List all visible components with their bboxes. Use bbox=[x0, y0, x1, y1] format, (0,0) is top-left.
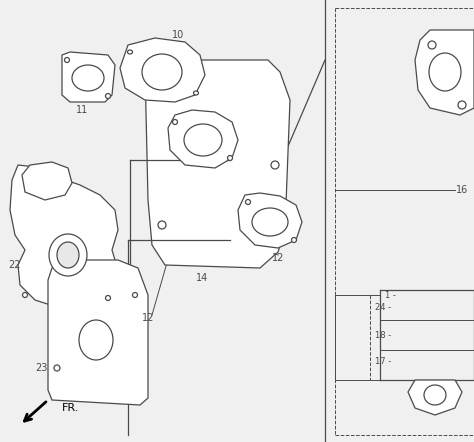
Ellipse shape bbox=[54, 365, 60, 371]
Ellipse shape bbox=[142, 54, 182, 90]
Polygon shape bbox=[10, 165, 118, 308]
Text: 18 -: 18 - bbox=[375, 331, 391, 339]
Polygon shape bbox=[168, 110, 238, 168]
Ellipse shape bbox=[79, 320, 113, 360]
Ellipse shape bbox=[158, 221, 166, 229]
Ellipse shape bbox=[184, 124, 222, 156]
Text: 10: 10 bbox=[172, 30, 184, 40]
Ellipse shape bbox=[106, 94, 110, 99]
Polygon shape bbox=[22, 162, 72, 200]
Ellipse shape bbox=[57, 242, 79, 268]
Text: 23: 23 bbox=[36, 363, 48, 373]
Ellipse shape bbox=[429, 53, 461, 91]
Text: 24 -: 24 - bbox=[375, 304, 391, 312]
Text: FR.: FR. bbox=[62, 403, 79, 413]
Ellipse shape bbox=[128, 50, 133, 54]
Ellipse shape bbox=[22, 293, 27, 297]
Ellipse shape bbox=[228, 156, 233, 160]
Ellipse shape bbox=[458, 101, 466, 109]
Polygon shape bbox=[238, 193, 302, 248]
Ellipse shape bbox=[133, 293, 137, 297]
Polygon shape bbox=[408, 380, 462, 415]
Text: 1 -: 1 - bbox=[385, 290, 396, 300]
Ellipse shape bbox=[428, 41, 436, 49]
Text: 12: 12 bbox=[142, 313, 154, 323]
Ellipse shape bbox=[271, 161, 279, 169]
Ellipse shape bbox=[106, 296, 110, 301]
Text: 11: 11 bbox=[76, 105, 88, 115]
Polygon shape bbox=[120, 38, 205, 102]
Ellipse shape bbox=[64, 57, 70, 62]
Text: 22: 22 bbox=[8, 260, 20, 270]
Ellipse shape bbox=[72, 65, 104, 91]
Ellipse shape bbox=[29, 172, 35, 178]
Ellipse shape bbox=[246, 199, 250, 205]
Ellipse shape bbox=[292, 237, 297, 243]
Polygon shape bbox=[415, 30, 474, 115]
Ellipse shape bbox=[173, 119, 177, 125]
Polygon shape bbox=[48, 260, 148, 405]
Polygon shape bbox=[145, 60, 290, 268]
Polygon shape bbox=[62, 52, 115, 102]
Text: 17 -: 17 - bbox=[375, 358, 391, 366]
Text: 12: 12 bbox=[272, 253, 284, 263]
Ellipse shape bbox=[252, 208, 288, 236]
Text: 16: 16 bbox=[456, 185, 468, 195]
Ellipse shape bbox=[424, 385, 446, 405]
Ellipse shape bbox=[193, 91, 199, 95]
Ellipse shape bbox=[49, 234, 87, 276]
Text: 14: 14 bbox=[196, 273, 208, 283]
